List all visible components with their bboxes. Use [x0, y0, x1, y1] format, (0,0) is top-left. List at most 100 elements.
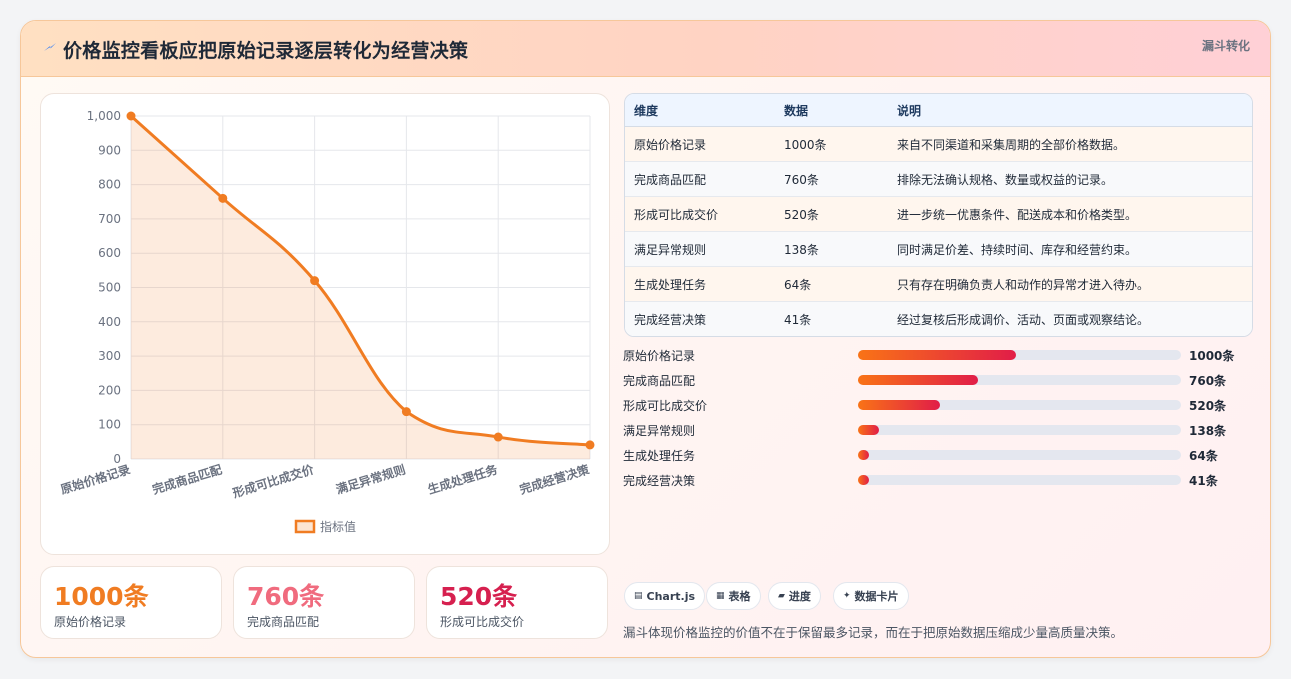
column-header: 说明	[897, 103, 922, 118]
progress-value: 64条	[1189, 449, 1218, 463]
x-tick-label: 满足异常规则	[334, 462, 407, 497]
progress-value: 520条	[1189, 399, 1227, 413]
progress-row: 形成可比成交价 520条	[623, 396, 1253, 414]
data-point	[310, 276, 320, 286]
x-tick-label: 形成可比成交价	[231, 461, 317, 500]
data-point	[126, 111, 136, 121]
progress-row: 原始价格记录 1000条	[623, 346, 1253, 364]
dashboard-card: 价格监控看板应把原始记录逐层转化为经营决策 漏斗转化 1,000 900 800 70…	[20, 20, 1271, 658]
progress-fill	[858, 375, 978, 385]
table-cell: 完成商品匹配	[634, 172, 707, 187]
progress-track	[858, 375, 1181, 385]
y-tick-label: 400	[98, 315, 121, 329]
progress-track	[858, 425, 1181, 435]
progress-row: 完成经营决策 41条	[623, 471, 1253, 489]
progress-fill	[858, 450, 870, 460]
table-cell: 1000条	[784, 137, 827, 152]
header-tag: 漏斗转化	[1201, 39, 1250, 53]
chip-chartjs[interactable]: ▤ Chart.js	[624, 582, 706, 610]
table-cell: 同时满足价差、持续时间、库存和经营约束。	[897, 242, 1138, 257]
y-tick-label: 800	[98, 178, 121, 192]
stat-label: 原始价格记录	[54, 615, 127, 629]
data-point	[585, 440, 595, 450]
chip-data-card[interactable]: ✦ 数据卡片	[833, 582, 909, 610]
stat-value: 520条	[440, 582, 518, 611]
chip-label: 表格	[728, 590, 751, 603]
chip-table[interactable]: ▦ 表格	[706, 582, 761, 610]
table-cell: 满足异常规则	[634, 242, 707, 257]
table-cell: 41条	[784, 313, 812, 327]
table-row: 满足异常规则 138条 同时满足价差、持续时间、库存和经营约束。	[625, 232, 1252, 267]
table-cell: 原始价格记录	[634, 137, 707, 152]
progress-row: 完成商品匹配 760条	[623, 371, 1253, 389]
chip-progress[interactable]: ▰ 进度	[768, 582, 821, 610]
chart-panel: 1,000 900 800 700 600 500 400 300 200 100 0 原始价格记录 完…	[40, 93, 610, 555]
data-point	[493, 432, 503, 442]
progress-value: 1000条	[1189, 349, 1235, 363]
progress-fill	[858, 475, 870, 485]
progress-value: 41条	[1189, 474, 1218, 488]
stat-card: 1000条 原始价格记录	[40, 566, 222, 639]
progress-label: 完成经营决策	[623, 474, 696, 488]
stat-label: 完成商品匹配	[247, 615, 320, 629]
stat-value: 760条	[247, 582, 325, 611]
legend-label: 指标值	[320, 519, 356, 534]
table-cell: 760条	[784, 172, 819, 187]
chip-label: 数据卡片	[854, 590, 899, 603]
progress-track	[858, 475, 1181, 485]
progress-row: 生成处理任务 64条	[623, 446, 1253, 464]
chart-icon: ▤	[634, 591, 643, 601]
table-row: 完成经营决策 41条 经过复核后形成调价、活动、页面或观察结论。	[625, 302, 1252, 336]
footer-note: 漏斗体现价格监控的价值不在于保留最多记录，而在于把原始数据压缩成少量高质量决策。	[623, 625, 1124, 640]
bolt-icon	[44, 43, 56, 51]
table-row: 形成可比成交价 520条 进一步统一优惠条件、配送成本和价格类型。	[625, 197, 1252, 232]
column-header: 数据	[784, 103, 809, 118]
table-icon: ▦	[716, 591, 725, 601]
chip-label: 进度	[788, 590, 811, 603]
progress-value: 138条	[1189, 424, 1227, 438]
legend-swatch	[294, 519, 316, 534]
x-tick-label: 完成经营决策	[518, 461, 592, 497]
y-tick-label: 1,000	[87, 109, 121, 123]
progress-list: 原始价格记录 1000条 完成商品匹配 760条 形成可比成交价 520条 满足…	[623, 346, 1253, 496]
x-tick-label: 生成处理任务	[426, 461, 500, 497]
progress-label: 原始价格记录	[623, 349, 696, 363]
progress-fill	[858, 425, 879, 435]
y-tick-label: 700	[98, 212, 121, 226]
stat-label: 形成可比成交价	[440, 615, 525, 629]
table-cell: 64条	[784, 277, 812, 292]
y-tick-label: 600	[98, 246, 121, 260]
data-point	[401, 407, 411, 417]
progress-fill	[858, 350, 1017, 360]
y-tick-label: 500	[98, 281, 121, 295]
y-tick-label: 200	[98, 383, 121, 397]
progress-row: 满足异常规则 138条	[623, 421, 1253, 439]
progress-label: 形成可比成交价	[623, 399, 708, 413]
table-cell: 生成处理任务	[634, 277, 707, 292]
progress-label: 满足异常规则	[623, 424, 696, 438]
table-row: 原始价格记录 1000条 来自不同渠道和采集周期的全部价格数据。	[625, 127, 1252, 162]
chip-label: Chart.js	[646, 589, 696, 603]
table-cell: 完成经营决策	[634, 313, 707, 327]
series-area	[131, 116, 590, 459]
table-row: 生成处理任务 64条 只有存在明确负责人和动作的异常才进入待办。	[625, 267, 1252, 302]
table-cell: 520条	[784, 207, 819, 222]
y-tick-label: 0	[113, 452, 121, 466]
card-icon: ✦	[843, 591, 851, 601]
table-row: 完成商品匹配 760条 排除无法确认规格、数量或权益的记录。	[625, 162, 1252, 197]
stat-value: 1000条	[54, 582, 149, 611]
column-header: 维度	[634, 103, 659, 118]
progress-track	[858, 450, 1181, 460]
y-tick-label: 100	[98, 418, 121, 432]
table-cell: 138条	[784, 242, 819, 257]
card-header: 价格监控看板应把原始记录逐层转化为经营决策 漏斗转化	[21, 21, 1270, 77]
progress-value: 760条	[1189, 374, 1227, 388]
table-cell: 只有存在明确负责人和动作的异常才进入待办。	[897, 277, 1150, 292]
y-tick-label: 900	[98, 143, 121, 157]
y-tick-label: 300	[98, 349, 121, 363]
table-cell: 经过复核后形成调价、活动、页面或观察结论。	[897, 313, 1150, 327]
progress-icon: ▰	[778, 591, 785, 601]
x-tick-label: 原始价格记录	[59, 462, 132, 497]
table-header: 维度 数据 说明	[625, 94, 1252, 127]
